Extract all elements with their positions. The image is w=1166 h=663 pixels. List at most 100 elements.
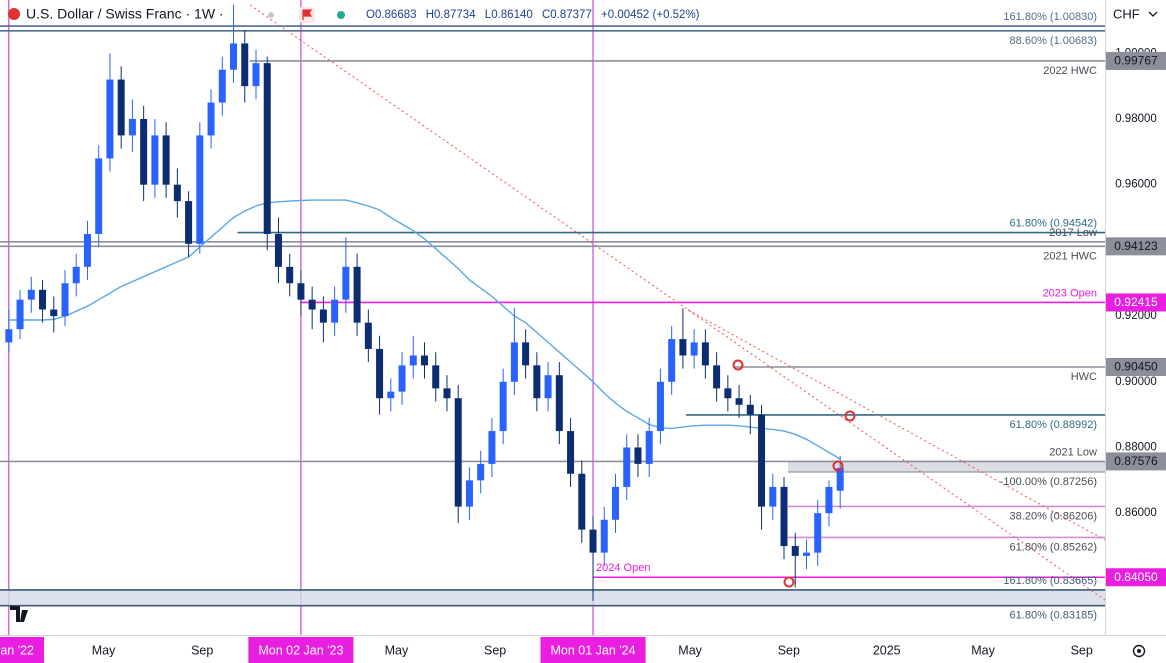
candle-body [151, 135, 159, 185]
pivot-circle [732, 359, 744, 371]
candle-body [690, 342, 698, 356]
currency-dropdown[interactable] [1148, 11, 1158, 17]
symbol-logo [8, 8, 20, 20]
candle-body [668, 339, 676, 382]
candle-body [50, 309, 58, 317]
candle-body [387, 391, 395, 399]
candle-body [342, 266, 350, 300]
candle-body [364, 322, 372, 349]
candle-body [196, 135, 204, 244]
candle-body [72, 266, 80, 284]
candle-body [713, 365, 721, 389]
currency[interactable]: CHF [1113, 6, 1140, 21]
level-label: 88.60% (1.00683) [1010, 35, 1097, 47]
price-tag-label: 0.90450 [1114, 360, 1158, 374]
level-label: 38.20% (0.86206) [1010, 510, 1097, 522]
low-value: L0.86140 [485, 9, 533, 21]
candle-body [162, 135, 170, 185]
price-tag [1106, 237, 1166, 256]
candle-body [409, 355, 417, 366]
moving-average [8, 199, 841, 460]
candle-body [724, 388, 732, 399]
level-label: 61.80% (0.94542) [1010, 217, 1097, 229]
price-tags: 0.99767 0.94123 0.92415 0.90450 0.87576 0.840… [1106, 51, 1166, 587]
candle-body [5, 329, 13, 343]
candle-body [207, 102, 215, 136]
trendlines [249, 4, 1105, 601]
x-tick-label: May [678, 643, 702, 657]
candle-body [465, 480, 473, 507]
candle-body [286, 266, 294, 284]
level-label: 2023 Open [1043, 287, 1097, 299]
level-label: 2021 HWC [1043, 250, 1097, 262]
header: U.S. Dollar / Swiss Franc · 1W · O0.8668… [8, 6, 700, 23]
candle-body [454, 398, 462, 507]
level-label: 61.80% (0.85262) [1010, 541, 1097, 553]
x-tick-label: May [971, 643, 995, 657]
candle-body [106, 79, 114, 159]
candle-body [679, 339, 687, 356]
candle-body [533, 365, 541, 399]
candle-body [578, 473, 586, 530]
pivot-markers [732, 359, 856, 588]
x-tick-label: Mon 01 Jan '24 [550, 643, 635, 657]
change-value: +0.00452 (+0.52%) [601, 9, 700, 21]
y-tick-label: 0.98000 [1115, 113, 1157, 125]
candle-body [128, 118, 136, 136]
settings-button[interactable] [1132, 644, 1146, 658]
close-value: C0.87377 [542, 9, 592, 21]
candle-body [634, 447, 642, 464]
candle-body [477, 463, 485, 481]
candle-body [241, 43, 249, 87]
level-label: 2021 Low [1049, 446, 1097, 458]
price-tag-label: 0.84050 [1114, 570, 1158, 584]
trendline [249, 4, 1105, 601]
candle-body [814, 513, 822, 553]
candle-body [83, 233, 91, 267]
pivot-circle [844, 410, 856, 422]
level-label: 2022 HWC [1043, 65, 1097, 77]
price-tag-label: 0.94123 [1114, 239, 1158, 253]
candle-body [825, 486, 833, 514]
candle-body [185, 201, 193, 244]
y-tick-label: 0.92000 [1115, 310, 1157, 322]
candle-body [510, 342, 518, 382]
x-tick-label: Sep [484, 643, 506, 657]
candle-body [353, 266, 361, 323]
candle-body [544, 375, 552, 399]
x-tick-label: May [92, 643, 116, 657]
candle-body [218, 69, 226, 103]
candle-body [230, 43, 238, 70]
candle-body [623, 447, 631, 487]
y-tick-label: 0.90000 [1115, 376, 1157, 388]
candle-body [780, 486, 788, 547]
tradingview-logo [10, 606, 28, 622]
level-label: 161.80% (0.83665) [1003, 575, 1097, 587]
zones [0, 461, 1105, 606]
candle-body [39, 289, 47, 310]
candle-body [252, 63, 260, 87]
candle-body [61, 283, 69, 317]
x-tick-label: May [385, 643, 409, 657]
y-tick-label: 0.88000 [1115, 442, 1157, 454]
trendline [687, 309, 1105, 541]
pivot-circle [783, 576, 795, 588]
zone [0, 589, 1105, 606]
x-tick-label: 2025 [873, 643, 901, 657]
x-axis: 3 Jan '22 May Sep Mon 02 Jan '23 May Sep Mon 0… [0, 637, 1093, 663]
price-tag [1106, 568, 1166, 587]
candle-body [319, 309, 327, 323]
candle-body [836, 467, 844, 491]
symbol-title: U.S. Dollar / Swiss Franc · 1W · [26, 6, 224, 22]
candle-body [297, 283, 305, 300]
ohlc-values: O0.86683 H0.87734 L0.86140 C0.87377 +0.0… [366, 9, 700, 21]
level-label: HWC [1071, 371, 1097, 383]
candle-body [27, 289, 35, 300]
pivot-circle [832, 460, 844, 472]
candle-body [274, 233, 282, 267]
candle-body [611, 486, 619, 520]
price-tag-label: 0.99767 [1114, 54, 1158, 68]
ma-line [8, 199, 841, 460]
